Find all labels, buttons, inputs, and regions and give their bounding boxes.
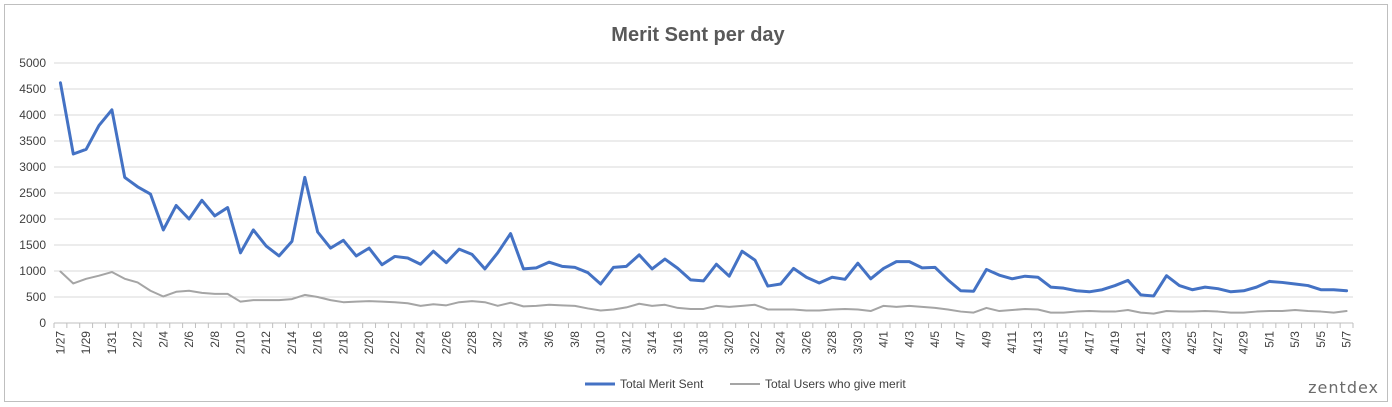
x-tick-label: 4/21 <box>1134 331 1148 355</box>
y-tick-label: 1000 <box>19 264 46 278</box>
x-tick-label: 3/8 <box>568 331 582 348</box>
y-tick-label: 4500 <box>19 82 46 96</box>
x-tick-label: 4/15 <box>1057 331 1071 355</box>
x-tick-label: 2/18 <box>336 331 350 355</box>
y-tick-label: 4000 <box>19 108 46 122</box>
x-tick-label: 2/22 <box>388 331 402 355</box>
x-tick-label: 4/17 <box>1082 331 1096 355</box>
y-tick-label: 3000 <box>19 160 46 174</box>
y-tick-label: 5000 <box>19 56 46 70</box>
x-tick-label: 2/12 <box>259 331 273 355</box>
x-tick-label: 3/14 <box>645 331 659 355</box>
x-tick-label: 2/10 <box>233 331 247 355</box>
legend-label-series-2: Total Users who give merit <box>765 377 906 391</box>
x-tick-label: 3/24 <box>774 331 788 355</box>
gridlines <box>54 62 1353 298</box>
x-tick-label: 2/4 <box>156 331 170 348</box>
legend: Total Merit Sent Total Users who give me… <box>585 377 906 391</box>
watermark-text: zentdex <box>1308 378 1379 397</box>
x-tick-label: 3/26 <box>799 331 813 355</box>
x-tick-label: 3/16 <box>671 331 685 355</box>
x-tick-label: 3/18 <box>697 331 711 355</box>
x-tick-label: 4/25 <box>1185 331 1199 355</box>
series-lines <box>58 81 1349 315</box>
x-tick-label: 3/2 <box>491 331 505 348</box>
x-tick-label: 3/10 <box>594 331 608 355</box>
y-tick-label: 2000 <box>19 212 46 226</box>
x-tick-label: 1/29 <box>79 331 93 355</box>
x-tick-label: 2/20 <box>362 331 376 355</box>
x-tick-label: 4/29 <box>1237 331 1251 355</box>
chart-title: Merit Sent per day <box>611 24 785 46</box>
x-tick-label: 3/12 <box>619 331 633 355</box>
x-tick-label: 3/4 <box>516 331 530 348</box>
y-tick-label: 0 <box>39 316 46 330</box>
x-tick-label: 2/24 <box>414 331 428 355</box>
legend-item-series-2: Total Users who give merit <box>730 377 906 391</box>
x-tick-label: 2/8 <box>208 331 222 348</box>
x-tick-label: 5/1 <box>1262 331 1276 348</box>
series-line-1 <box>58 81 1349 298</box>
legend-label-series-1: Total Merit Sent <box>620 377 704 391</box>
x-tick-label: 4/23 <box>1160 331 1174 355</box>
x-tick-label: 4/27 <box>1211 331 1225 355</box>
x-tick-label: 4/1 <box>877 331 891 348</box>
x-tick-label: 5/5 <box>1314 331 1328 348</box>
x-tick-label: 4/13 <box>1031 331 1045 355</box>
x-tick-label: 3/30 <box>851 331 865 355</box>
x-tick-label: 5/3 <box>1288 331 1302 348</box>
y-axis-tick-labels: 0 500 1000 1500 2000 2500 3000 3500 4000 4500 5000 <box>19 56 46 330</box>
x-tick-label: 2/2 <box>131 331 145 348</box>
x-tick-label: 3/6 <box>542 331 556 348</box>
x-tick-label: 2/16 <box>311 331 325 355</box>
x-tick-label: 4/7 <box>954 331 968 348</box>
x-axis: 1/27 1/29 1/31 2/2 2/4 2/6 2/8 2/10 2/12 2/14 2/16… <box>53 322 1354 355</box>
x-tick-label: 2/6 <box>182 331 196 348</box>
line-chart: Merit Sent per day 0 500 1000 1500 2000 2500 3… <box>19 24 1379 397</box>
x-tick-label: 4/19 <box>1108 331 1122 355</box>
y-tick-label: 2500 <box>19 186 46 200</box>
x-tick-label: 2/14 <box>285 331 299 355</box>
x-tick-label: 3/22 <box>748 331 762 355</box>
y-tick-label: 500 <box>26 290 46 304</box>
x-tick-label: 2/26 <box>439 331 453 355</box>
x-tick-label: 5/7 <box>1340 331 1354 348</box>
y-tick-label: 1500 <box>19 238 46 252</box>
chart-frame: Merit Sent per day 0 500 1000 1500 2000 2500 3… <box>4 4 1388 402</box>
x-tick-label: 4/11 <box>1005 331 1019 354</box>
series-line-2 <box>59 270 1348 315</box>
x-tick-label: 1/27 <box>53 331 67 355</box>
x-tick-label: 1/31 <box>105 331 119 355</box>
x-tick-label: 4/9 <box>979 331 993 348</box>
y-tick-label: 3500 <box>19 134 46 148</box>
x-tick-label: 2/28 <box>465 331 479 355</box>
x-tick-label: 3/20 <box>722 331 736 355</box>
legend-item-series-1: Total Merit Sent <box>585 377 704 391</box>
x-tick-label: 4/5 <box>928 331 942 348</box>
x-tick-label: 4/3 <box>902 331 916 348</box>
x-tick-label: 3/28 <box>825 331 839 355</box>
